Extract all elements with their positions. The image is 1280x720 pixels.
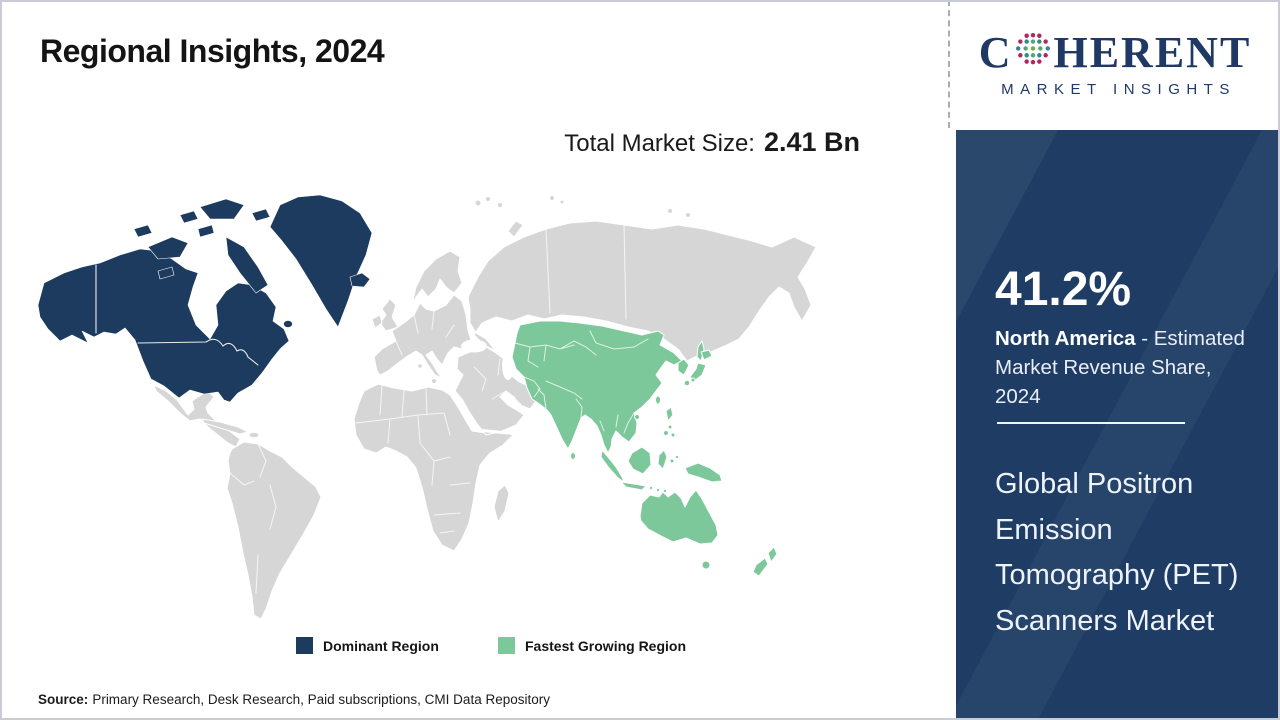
dominant-region-label: Dominant Region [323, 637, 439, 654]
revenue-share-caption: - Estimated Market Revenue Share, 2024 [995, 327, 1245, 408]
market-title: Global Positron Emission Tomography (PET… [995, 468, 1239, 637]
stats-sidebar: 41.2% North America - Estimated Market Re… [956, 130, 1280, 720]
legend-item-dominant: Dominant Region [296, 637, 439, 654]
brand-tagline: MARKET INSIGHTS [1001, 81, 1236, 98]
revenue-share-value: 41.2% [995, 263, 1132, 316]
market-size-label: Total Market Size: [564, 130, 755, 157]
dominant-region-swatch [296, 637, 313, 654]
source-text: Primary Research, Desk Research, Paid su… [92, 692, 550, 707]
page-title: Regional Insights, 2024 [40, 33, 385, 69]
map-region-north-america [37, 194, 373, 403]
brand-letter-c: C [978, 28, 1013, 77]
brand-wordmark: C HERENT [979, 30, 1252, 76]
world-choropleth-map [37, 194, 817, 620]
market-size-value: 2.41 Bn [763, 127, 860, 157]
revenue-share-description: North America - Estimated Market Revenue … [995, 324, 1257, 411]
revenue-share-region: North America [995, 327, 1136, 350]
map-region-asia-pacific [511, 320, 778, 577]
source-label: Source: [38, 692, 89, 707]
map-region-other [153, 195, 817, 620]
fastest-growing-region-label: Fastest Growing Region [525, 637, 687, 654]
legend-item-fastest-growing: Fastest Growing Region [498, 637, 686, 654]
brand-logo: C HERENT MARKET INSIGHTS [948, 0, 1280, 128]
source-attribution: Source: Primary Research, Desk Research, … [38, 692, 550, 707]
sidebar-divider [997, 422, 1185, 424]
brand-letters-herent: HERENT [1053, 28, 1252, 77]
total-market-size: Total Market Size: 2.41 Bn [500, 127, 860, 158]
globe-dots-icon [1014, 31, 1052, 77]
fastest-growing-region-swatch [498, 637, 515, 654]
